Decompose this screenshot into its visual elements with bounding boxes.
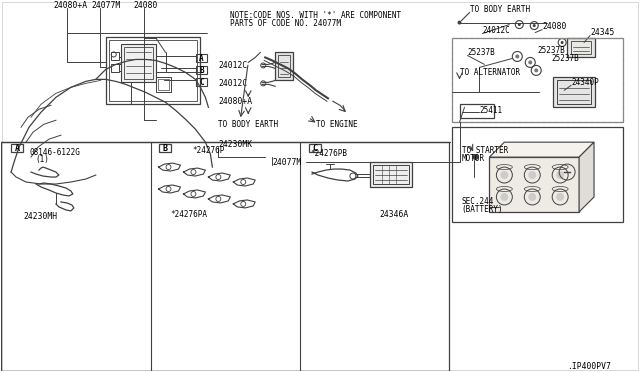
Bar — [373, 165, 409, 184]
Bar — [124, 48, 152, 79]
Text: *24276PA: *24276PA — [170, 211, 207, 219]
Text: .IP400PV7: .IP400PV7 — [567, 362, 611, 371]
Text: C: C — [199, 78, 204, 87]
Text: 24012C: 24012C — [483, 26, 510, 35]
Text: 25411: 25411 — [479, 106, 502, 115]
Text: *24276P: *24276P — [193, 145, 225, 155]
Bar — [111, 52, 118, 60]
Text: 24080+A: 24080+A — [54, 1, 88, 10]
Bar — [156, 77, 170, 92]
Text: A: A — [199, 54, 204, 63]
Bar — [157, 79, 168, 90]
Circle shape — [534, 68, 538, 73]
Text: TO BODY EARTH: TO BODY EARTH — [470, 5, 531, 14]
Text: 24080+A: 24080+A — [218, 97, 253, 106]
Bar — [121, 45, 156, 82]
Bar — [109, 39, 197, 101]
Text: 24340P: 24340P — [571, 78, 599, 87]
Circle shape — [515, 54, 519, 58]
Text: 24077M: 24077M — [272, 158, 301, 167]
Bar — [1, 142, 449, 371]
Text: 25237B: 25237B — [551, 54, 579, 63]
Text: NOTE:CODE NOS. WITH '*' ARE COMPONENT: NOTE:CODE NOS. WITH '*' ARE COMPONENT — [230, 11, 401, 20]
Bar — [309, 144, 321, 152]
Text: PARTS OF CODE NO. 24077M: PARTS OF CODE NO. 24077M — [230, 19, 341, 28]
Circle shape — [472, 154, 479, 160]
Text: 24230MK: 24230MK — [218, 140, 253, 149]
Circle shape — [561, 41, 564, 44]
Polygon shape — [490, 142, 594, 157]
Bar — [278, 55, 290, 77]
Circle shape — [556, 171, 564, 179]
Circle shape — [528, 60, 532, 64]
Text: (1): (1) — [35, 155, 49, 164]
Circle shape — [518, 23, 521, 26]
Text: 24077M: 24077M — [92, 1, 121, 10]
Bar — [490, 157, 579, 212]
Text: B: B — [199, 66, 204, 75]
Bar — [159, 144, 170, 152]
Text: *24276PB: *24276PB — [310, 149, 347, 158]
Text: (BATTERY): (BATTERY) — [461, 205, 503, 214]
Bar — [557, 80, 591, 104]
Bar — [571, 41, 591, 54]
Text: SEC.244: SEC.244 — [461, 198, 494, 206]
Bar — [11, 144, 23, 152]
Bar — [452, 127, 623, 222]
Text: 24012C: 24012C — [218, 79, 248, 88]
Bar — [196, 67, 207, 74]
Bar — [452, 38, 623, 122]
Circle shape — [532, 24, 536, 27]
Text: 24012C: 24012C — [218, 61, 248, 70]
Bar — [196, 54, 207, 62]
Bar — [553, 77, 595, 107]
Bar — [196, 78, 207, 86]
Bar — [111, 64, 118, 73]
Circle shape — [458, 20, 461, 25]
Bar — [567, 38, 595, 57]
Bar — [370, 162, 412, 187]
Text: TO ENGINE: TO ENGINE — [316, 120, 358, 129]
Bar — [106, 36, 200, 104]
Text: A: A — [15, 144, 20, 153]
Text: 08146-6122G: 08146-6122G — [29, 148, 80, 157]
Text: 24230MH: 24230MH — [23, 212, 57, 221]
Text: MOTOR: MOTOR — [461, 154, 484, 163]
Text: C: C — [312, 144, 317, 153]
Text: 24346A: 24346A — [380, 211, 409, 219]
Text: 24080: 24080 — [542, 22, 566, 31]
Circle shape — [500, 193, 508, 201]
Text: TO STARTER: TO STARTER — [461, 145, 508, 155]
Circle shape — [528, 171, 536, 179]
Bar — [460, 104, 494, 118]
Text: B: B — [162, 144, 167, 153]
Circle shape — [528, 193, 536, 201]
Text: 24080: 24080 — [134, 1, 158, 10]
Text: TO BODY EARTH: TO BODY EARTH — [218, 120, 278, 129]
Bar — [275, 52, 293, 80]
Text: 25237B: 25237B — [537, 46, 565, 55]
Text: 24345: 24345 — [590, 28, 614, 37]
Circle shape — [556, 193, 564, 201]
Text: TO ALTERNATOR: TO ALTERNATOR — [460, 68, 520, 77]
Polygon shape — [579, 142, 594, 212]
Circle shape — [500, 171, 508, 179]
Text: 25237B: 25237B — [467, 48, 495, 57]
